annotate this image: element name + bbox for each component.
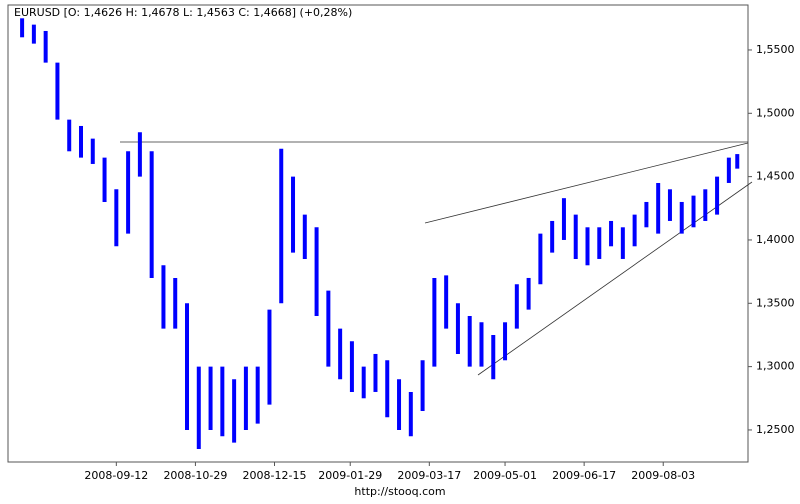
x-tick-label: 2008-12-15 [243, 469, 307, 482]
plot-frame [7, 4, 749, 463]
y-tick-label: 1,3000 [756, 360, 795, 373]
y-tick-label: 1,5500 [756, 43, 795, 56]
x-tick-label: 2008-10-29 [163, 469, 227, 482]
y-tick-label: 1,2500 [756, 423, 795, 436]
footer: http://stooq.com [354, 485, 445, 498]
x-tick-label: 2009-03-17 [397, 469, 461, 482]
x-tick-label: 2009-08-03 [631, 469, 695, 482]
y-tick-label: 1,3500 [756, 296, 795, 309]
y-tick-label: 1,4500 [756, 170, 795, 183]
y-tick-label: 1,4000 [756, 233, 795, 246]
trend-line [424, 142, 749, 224]
x-tick-label: 2009-01-29 [318, 469, 382, 482]
x-tick-label: 2008-09-12 [84, 469, 148, 482]
chart-title: EURUSD [O: 1,4626 H: 1,4678 L: 1,4563 C:… [14, 6, 352, 19]
x-tick-label: 2009-06-17 [552, 469, 616, 482]
y-tick-label: 1,5000 [756, 106, 795, 119]
x-tick-label: 2009-05-01 [473, 469, 537, 482]
